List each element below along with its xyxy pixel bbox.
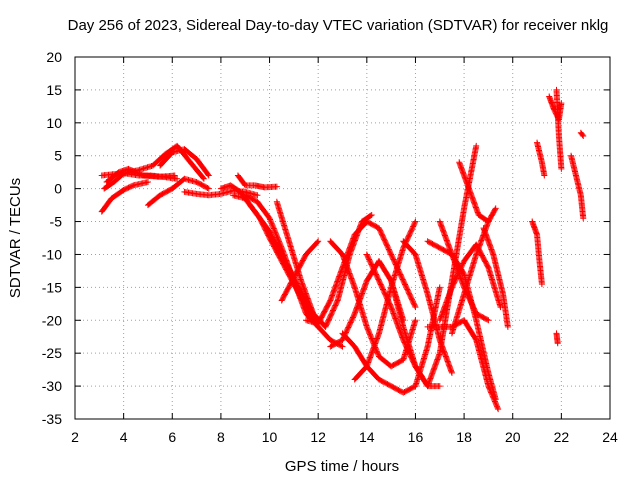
point-markers [242,192,322,330]
series-arc-33 [553,330,561,347]
series-arc-26 [436,218,492,324]
point-markers [103,165,178,186]
x-tick-label: 2 [71,429,79,445]
y-tick-label: 20 [46,49,62,65]
point-markers [553,86,565,172]
series-arc-02 [101,142,207,192]
x-tick-label: 18 [456,429,472,445]
point-markers [303,218,419,327]
series-arc-34 [568,152,587,222]
series-arc-30 [534,139,548,179]
series-arc-10 [234,172,280,191]
point-markers [234,172,280,191]
series-arc-11 [242,192,322,330]
y-tick-label: -25 [42,345,62,361]
series-arc-27 [456,159,492,225]
chart-title: Day 256 of 2023, Sidereal Day-to-day VTE… [68,17,609,34]
x-tick-label: 22 [554,429,570,445]
x-tick-label: 20 [505,429,521,445]
series-arc-18 [351,218,419,383]
point-markers [144,175,212,209]
y-tick-label: -20 [42,312,62,328]
y-tick-label: -5 [50,214,63,230]
y-tick-label: -15 [42,279,62,295]
point-markers [480,225,511,330]
x-tick-label: 16 [408,429,424,445]
y-tick-label: -30 [42,378,62,394]
axis-ticks: 2 4 6 8 10 12 14 16 18 20 22 2420151050-5-10-15-20-… [42,49,618,445]
x-axis-label: GPS time / hours [285,458,399,475]
series-arc-28 [480,225,511,330]
grid [75,57,610,419]
point-markers [101,142,207,192]
y-tick-label: -35 [42,411,62,427]
series-arc-29 [529,218,545,288]
point-markers [553,330,561,347]
x-tick-label: 24 [602,429,618,445]
y-tick-label: 10 [46,115,62,131]
x-tick-label: 4 [120,429,128,445]
point-markers [529,218,545,288]
x-tick-label: 12 [310,429,326,445]
point-markers [534,139,548,179]
x-tick-label: 10 [262,429,278,445]
point-markers [568,152,587,222]
point-markers [157,146,212,179]
point-markers [436,218,492,324]
series-arc-06 [157,146,212,179]
x-tick-label: 6 [168,429,176,445]
series-arc-04 [103,165,178,186]
plot-frame [74,56,611,420]
y-tick-label: 15 [46,82,62,98]
point-markers [456,159,492,225]
series-arc-05 [144,175,212,209]
point-markers [351,218,419,383]
y-axis-label: SDTVAR / TECUs [7,178,24,298]
y-tick-label: -10 [42,246,62,262]
series-arc-03 [98,179,151,215]
data-points [98,86,587,413]
x-tick-label: 8 [217,429,225,445]
x-tick-label: 14 [359,429,375,445]
series-arc-35 [577,129,587,139]
point-markers [577,129,587,139]
series-arc-14 [303,218,419,327]
point-markers [98,179,151,215]
series-arc-32 [553,86,565,172]
y-tick-label: 5 [54,148,62,164]
y-tick-label: 0 [54,181,62,197]
